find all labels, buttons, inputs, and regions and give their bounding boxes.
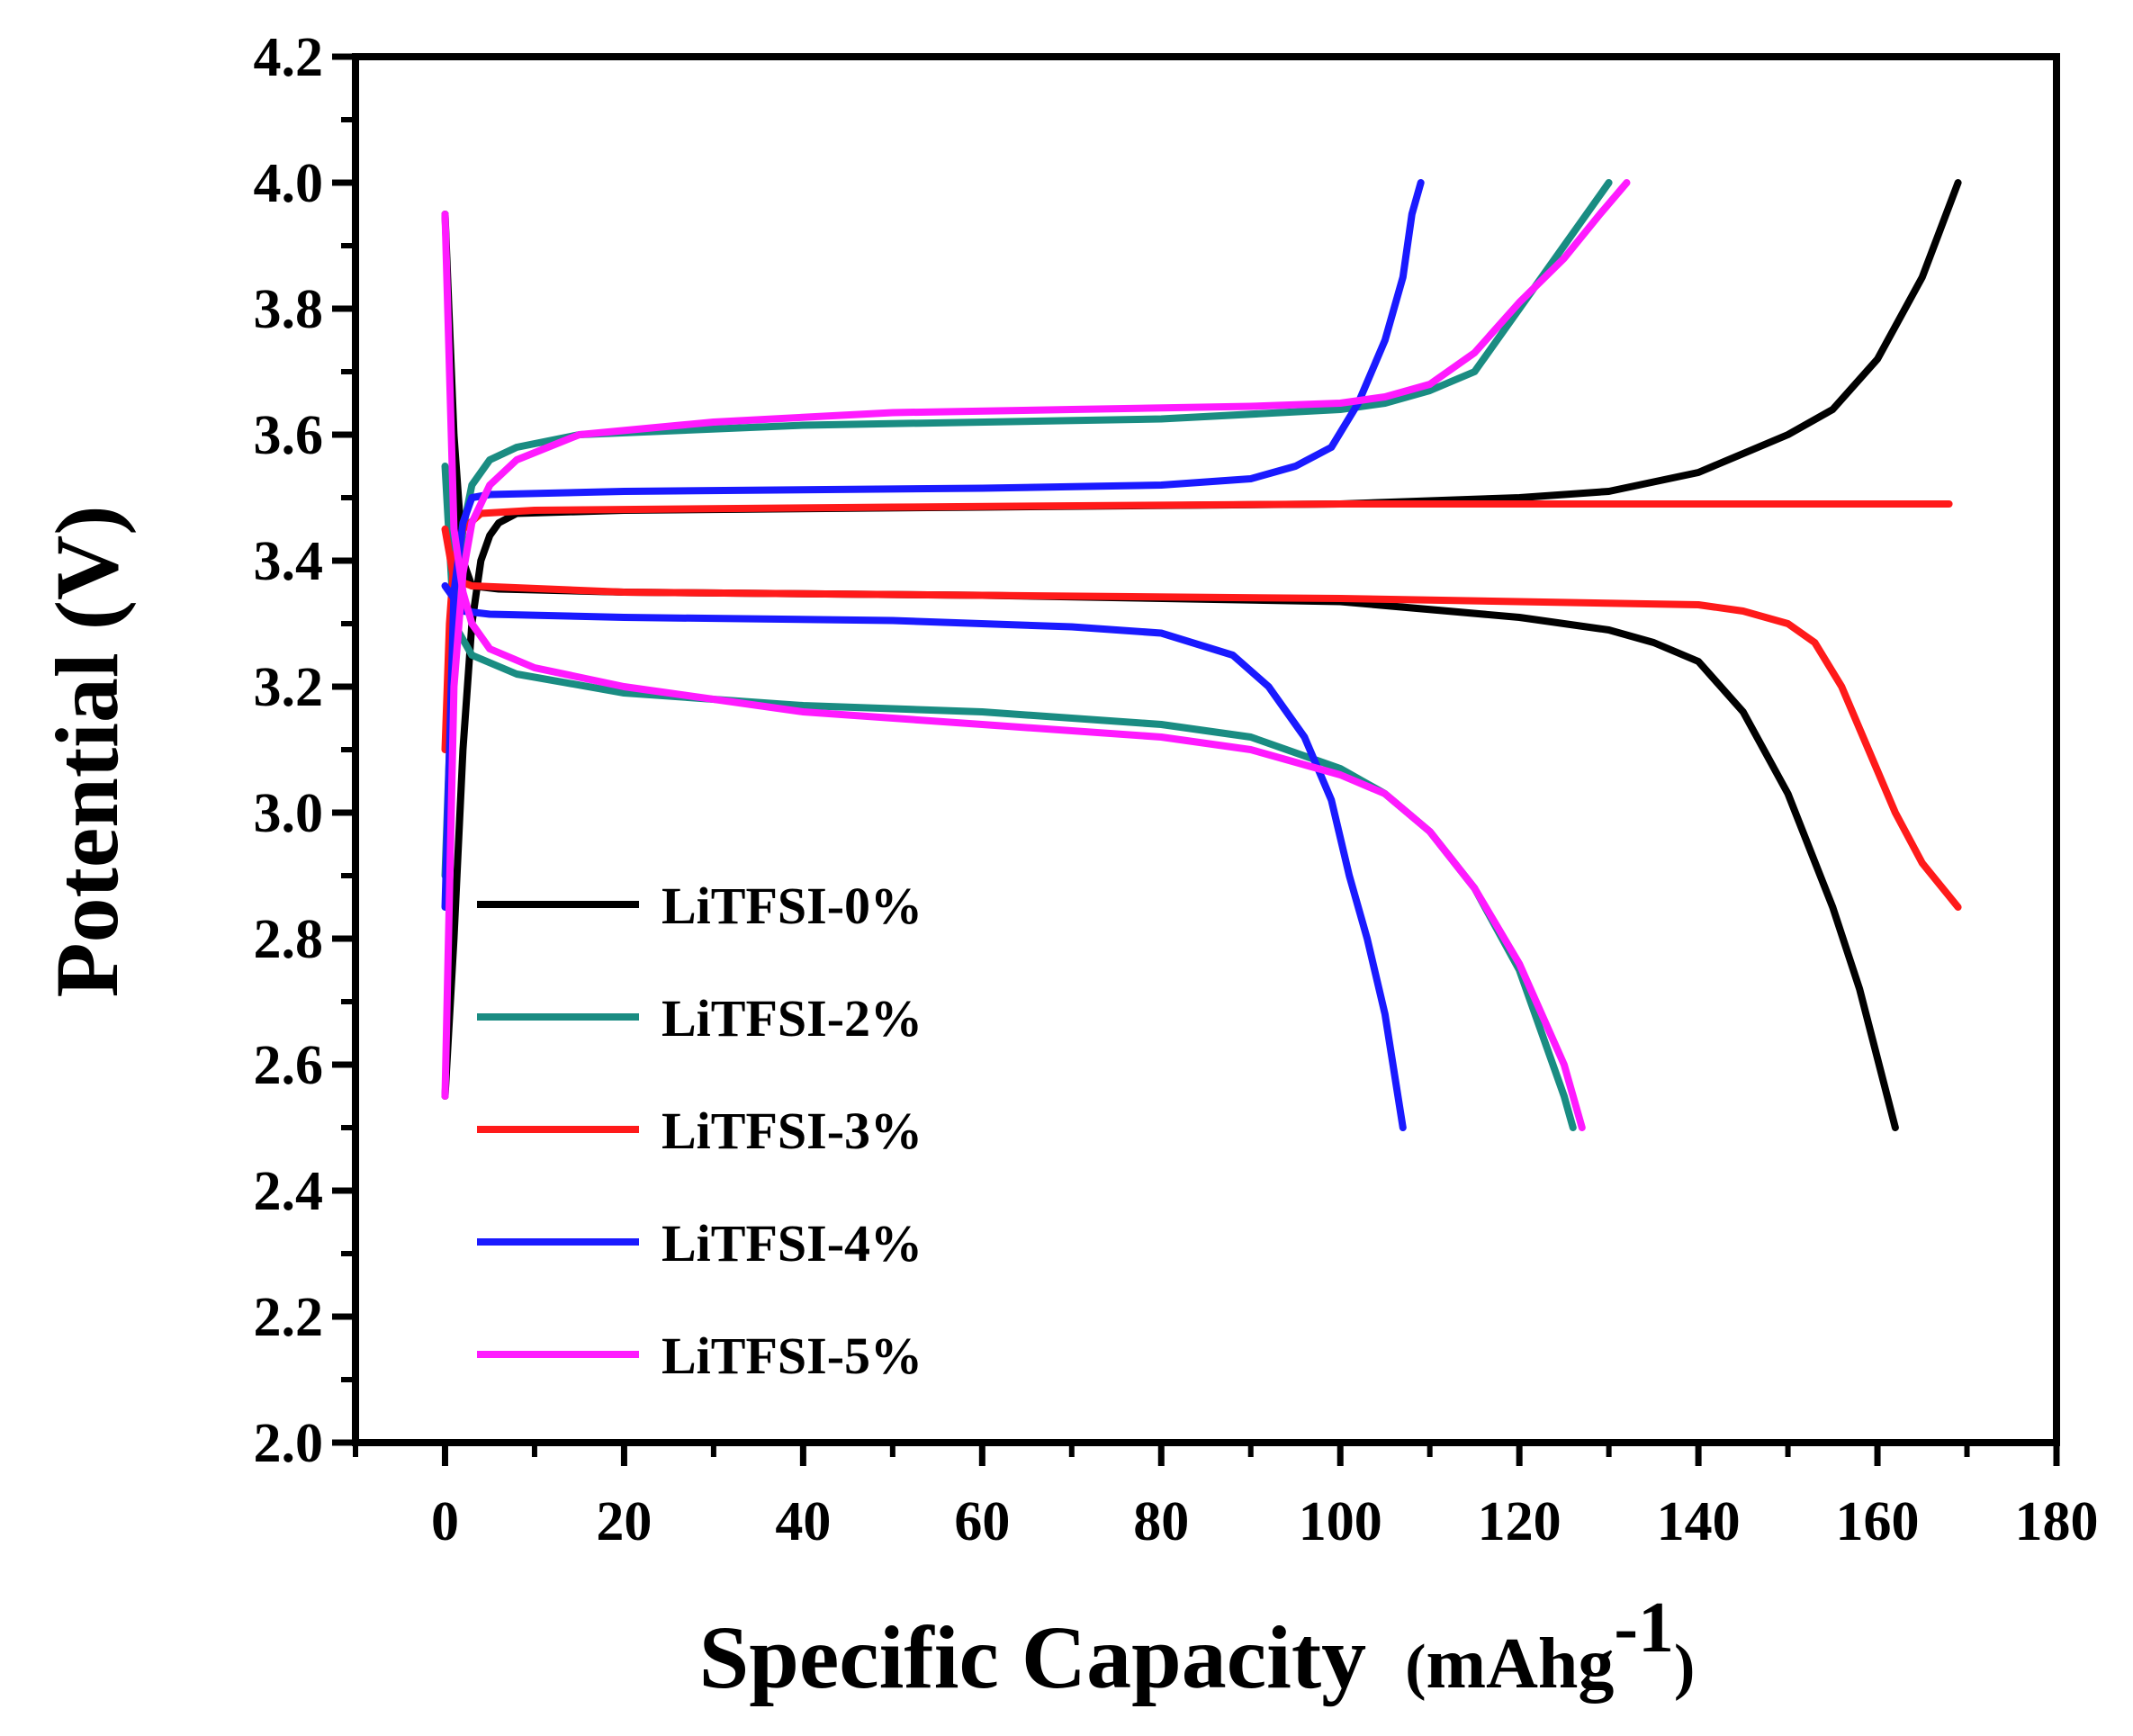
legend-label: LiTFSI-4%	[662, 1214, 922, 1273]
series-line-discharge	[441, 211, 1586, 1131]
x-tick-labels: 0 20 40 60 80 100 120 140 160 180	[431, 1491, 2099, 1552]
y-tick-label: 4.0	[254, 153, 324, 214]
y-axis-title: Potential (V)	[37, 505, 137, 997]
series-line-discharge	[441, 463, 1577, 1131]
x-axis-title-unit: mAhg	[1426, 1624, 1615, 1704]
y-axis	[332, 53, 356, 1446]
x-axis-title-open-paren: (	[1405, 1633, 1426, 1702]
y-tick-label: 3.6	[254, 405, 324, 466]
y-tick-labels: 2.0 2.2 2.4 2.6 2.8 3.0 3.2 3.4 3.6 3.8 4.0 4.2	[254, 27, 324, 1474]
x-axis-title-unit-sup: -1	[1614, 1588, 1674, 1668]
x-axis-title-close-paren: )	[1674, 1633, 1695, 1702]
x-tick-label: 0	[431, 1491, 459, 1552]
y-tick-label: 3.0	[254, 783, 324, 844]
x-tick-label: 40	[775, 1491, 831, 1552]
y-tick-label: 3.2	[254, 657, 324, 718]
x-tick-label: 140	[1657, 1491, 1741, 1552]
y-tick-label: 2.4	[254, 1161, 324, 1222]
series-line-discharge	[441, 582, 1407, 1131]
y-tick-label: 2.8	[254, 909, 324, 970]
y-tick-label: 4.2	[254, 27, 324, 88]
x-tick-label: 160	[1836, 1491, 1920, 1552]
x-tick-label: 180	[2015, 1491, 2099, 1552]
x-axis-title: Specific Capacity (mAhg-1)	[699, 1588, 1696, 1707]
plot-frame	[352, 53, 2060, 1446]
x-tick-label: 80	[1133, 1491, 1189, 1552]
legend-label: LiTFSI-5%	[662, 1327, 922, 1385]
x-tick-label: 60	[954, 1491, 1010, 1552]
y-tick-label: 2.2	[254, 1287, 324, 1348]
x-axis-title-main: Specific Capacity	[699, 1607, 1367, 1707]
series-line-charge	[441, 179, 1962, 1100]
legend-label: LiTFSI-3%	[662, 1102, 922, 1160]
legend: LiTFSI-0% LiTFSI-2% LiTFSI-3% LiTFSI-4% LiTF…	[477, 877, 922, 1385]
legend-label: LiTFSI-0%	[662, 877, 922, 935]
y-tick-label: 2.6	[254, 1035, 324, 1096]
y-tick-label: 2.0	[254, 1413, 324, 1474]
series-line-charge	[441, 179, 1631, 1100]
series-line-discharge	[441, 211, 1899, 1131]
y-tick-label: 3.4	[254, 531, 324, 592]
x-tick-label: 20	[596, 1491, 652, 1552]
y-tick-label: 3.8	[254, 279, 324, 340]
legend-label: LiTFSI-2%	[662, 989, 922, 1048]
series-line-discharge	[441, 526, 1962, 911]
series-layer	[441, 179, 1962, 1131]
x-tick-label: 120	[1478, 1491, 1562, 1552]
series-line-charge	[441, 179, 1613, 879]
series-line-charge	[441, 500, 1953, 753]
series-line-charge	[441, 179, 1425, 911]
x-tick-label: 100	[1299, 1491, 1382, 1552]
